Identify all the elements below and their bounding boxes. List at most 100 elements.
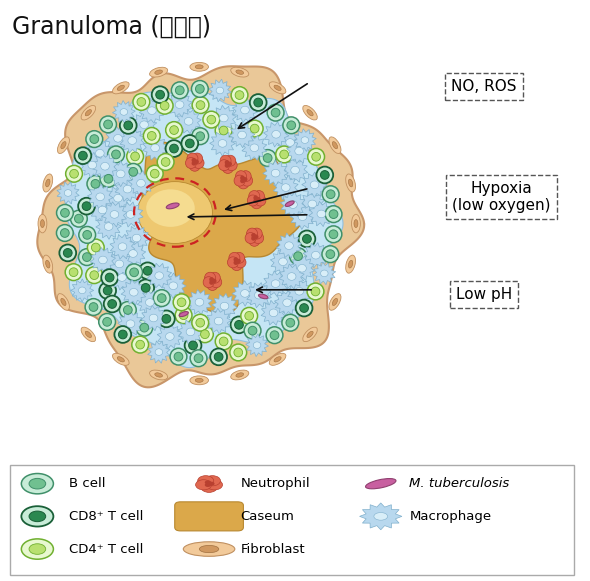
Polygon shape (301, 172, 327, 198)
Circle shape (124, 121, 133, 130)
Circle shape (174, 352, 183, 361)
Ellipse shape (272, 131, 280, 138)
Ellipse shape (274, 85, 281, 91)
Circle shape (139, 263, 156, 279)
Circle shape (294, 252, 303, 260)
Polygon shape (232, 281, 258, 306)
Circle shape (175, 307, 192, 324)
Ellipse shape (99, 256, 107, 264)
Ellipse shape (220, 302, 229, 310)
Ellipse shape (116, 170, 125, 178)
Circle shape (201, 330, 209, 339)
Ellipse shape (166, 333, 174, 340)
Polygon shape (105, 185, 131, 211)
Circle shape (307, 283, 324, 300)
Polygon shape (96, 214, 122, 239)
Circle shape (156, 90, 165, 99)
Circle shape (61, 229, 69, 238)
Circle shape (225, 160, 230, 165)
Circle shape (29, 544, 45, 554)
Ellipse shape (231, 67, 249, 77)
Polygon shape (167, 92, 192, 117)
Ellipse shape (274, 357, 281, 362)
Circle shape (156, 98, 173, 114)
Ellipse shape (57, 137, 70, 153)
Polygon shape (87, 184, 113, 210)
Circle shape (300, 304, 309, 313)
Circle shape (114, 326, 131, 343)
Circle shape (137, 279, 154, 296)
Polygon shape (246, 282, 271, 308)
Circle shape (83, 253, 91, 261)
Polygon shape (313, 262, 336, 285)
Circle shape (100, 170, 117, 187)
Circle shape (125, 163, 142, 180)
Circle shape (206, 480, 222, 490)
Polygon shape (242, 135, 267, 160)
Circle shape (100, 116, 116, 133)
Ellipse shape (346, 174, 356, 192)
Polygon shape (129, 171, 153, 196)
Circle shape (192, 314, 209, 331)
Circle shape (112, 150, 120, 159)
Ellipse shape (81, 327, 96, 342)
Circle shape (89, 303, 98, 311)
Polygon shape (147, 263, 172, 288)
Ellipse shape (186, 328, 195, 336)
Polygon shape (71, 279, 94, 302)
Ellipse shape (85, 110, 91, 116)
Circle shape (192, 128, 209, 145)
Circle shape (283, 117, 300, 134)
Circle shape (311, 287, 320, 296)
Polygon shape (90, 197, 115, 223)
Ellipse shape (179, 311, 188, 317)
Circle shape (308, 148, 325, 165)
Circle shape (104, 174, 113, 183)
Circle shape (251, 198, 262, 209)
Ellipse shape (43, 255, 53, 273)
Circle shape (312, 152, 320, 161)
Circle shape (181, 135, 198, 152)
Circle shape (219, 160, 230, 171)
Circle shape (192, 153, 202, 164)
Polygon shape (118, 202, 143, 227)
Polygon shape (108, 161, 133, 187)
Ellipse shape (128, 137, 136, 144)
Circle shape (153, 290, 170, 307)
Polygon shape (303, 243, 329, 268)
Circle shape (185, 139, 194, 148)
Circle shape (209, 272, 220, 284)
Circle shape (21, 474, 54, 494)
Ellipse shape (120, 109, 127, 115)
Circle shape (242, 175, 253, 186)
Ellipse shape (195, 378, 203, 382)
Ellipse shape (317, 210, 326, 218)
Ellipse shape (329, 293, 341, 310)
Ellipse shape (38, 214, 47, 233)
Circle shape (209, 277, 214, 282)
Polygon shape (157, 324, 182, 349)
Circle shape (65, 264, 82, 281)
Polygon shape (359, 503, 402, 530)
Circle shape (205, 483, 211, 487)
Ellipse shape (61, 299, 66, 306)
Polygon shape (300, 191, 325, 217)
Circle shape (231, 260, 242, 271)
Circle shape (266, 327, 283, 343)
Polygon shape (245, 333, 268, 357)
Ellipse shape (118, 274, 126, 281)
Text: Low pH: Low pH (455, 286, 512, 302)
Circle shape (205, 272, 215, 284)
Polygon shape (87, 141, 113, 166)
Ellipse shape (286, 139, 294, 146)
Circle shape (247, 195, 258, 206)
Circle shape (162, 314, 171, 323)
Circle shape (253, 232, 264, 243)
Circle shape (234, 252, 245, 263)
Circle shape (219, 337, 228, 346)
Ellipse shape (149, 314, 158, 322)
Circle shape (326, 190, 335, 199)
Ellipse shape (346, 255, 356, 273)
Ellipse shape (298, 264, 306, 272)
Ellipse shape (218, 139, 227, 147)
